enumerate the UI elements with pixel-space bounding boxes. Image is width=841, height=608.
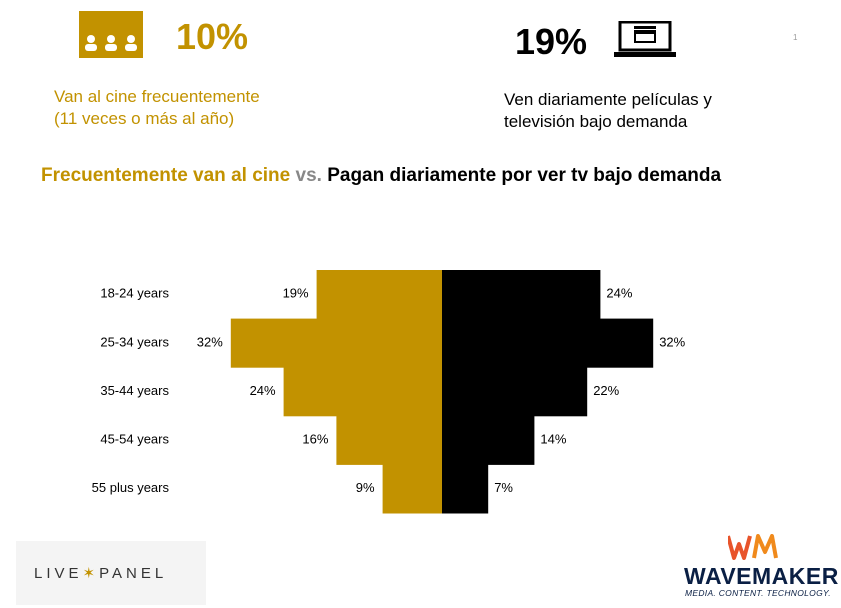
livepanel-logo: LIVE✶PANEL bbox=[34, 564, 167, 582]
bar-left-3 bbox=[336, 415, 442, 465]
livepanel-star-icon: ✶ bbox=[82, 565, 100, 582]
value-label-left-1: 32% bbox=[197, 334, 223, 349]
category-label-1: 25-34 years bbox=[100, 334, 169, 349]
livepanel-left: LIVE bbox=[34, 565, 83, 582]
livepanel-logo-box bbox=[16, 541, 206, 605]
right-description: Ven diariamente películas y televisión b… bbox=[504, 89, 712, 133]
value-label-right-4: 7% bbox=[494, 480, 513, 495]
bar-left-1 bbox=[230, 318, 442, 368]
left-stat: 10% bbox=[176, 16, 249, 57]
left-description: Van al cine frecuentemente (11 veces o m… bbox=[54, 86, 260, 130]
bar-right-1 bbox=[442, 318, 654, 368]
cinema-audience-icon bbox=[79, 11, 143, 58]
wavemaker-tagline: MEDIA. CONTENT. TECHNOLOGY. bbox=[685, 588, 831, 598]
left-description-line1: Van al cine frecuentemente bbox=[54, 87, 260, 106]
bar-left-0 bbox=[316, 270, 442, 320]
page-number: 1 bbox=[793, 33, 798, 42]
value-label-right-3: 14% bbox=[540, 432, 566, 447]
category-label-3: 45-54 years bbox=[100, 432, 169, 447]
wavemaker-wm-icon bbox=[726, 534, 780, 565]
bar-left-2 bbox=[283, 367, 442, 417]
laptop-video-icon bbox=[614, 20, 676, 64]
chart-headline: Frecuentemente van al cine vs. Pagan dia… bbox=[41, 165, 721, 187]
wavemaker-name: WAVEMAKER bbox=[684, 563, 839, 589]
right-stat: 19% bbox=[515, 21, 588, 62]
category-label-4: 55 plus years bbox=[92, 480, 170, 495]
right-description-line2: televisión bajo demanda bbox=[504, 112, 688, 131]
bar-right-0 bbox=[442, 270, 601, 320]
category-label-2: 35-44 years bbox=[100, 383, 169, 398]
headline-vs: vs. bbox=[295, 165, 322, 186]
left-description-line2: (11 veces o más al año) bbox=[54, 109, 235, 128]
bar-right-3 bbox=[442, 415, 535, 465]
value-label-right-0: 24% bbox=[606, 286, 632, 301]
value-label-left-4: 9% bbox=[356, 480, 375, 495]
headline-streaming: Pagan diariamente por ver tv bajo demand… bbox=[327, 165, 722, 186]
value-label-left-0: 19% bbox=[283, 286, 309, 301]
value-label-left-3: 16% bbox=[302, 432, 328, 447]
value-label-left-2: 24% bbox=[250, 383, 276, 398]
bar-left-4 bbox=[382, 464, 442, 514]
bar-right-4 bbox=[442, 464, 489, 514]
bar-right-2 bbox=[442, 367, 588, 417]
livepanel-right: PANEL bbox=[99, 565, 168, 582]
value-label-right-2: 22% bbox=[593, 383, 619, 398]
value-label-right-1: 32% bbox=[659, 334, 685, 349]
headline-cinema: Frecuentemente van al cine bbox=[41, 165, 291, 186]
right-description-line1: Ven diariamente películas y bbox=[504, 90, 712, 109]
category-label-0: 18-24 years bbox=[100, 286, 169, 301]
